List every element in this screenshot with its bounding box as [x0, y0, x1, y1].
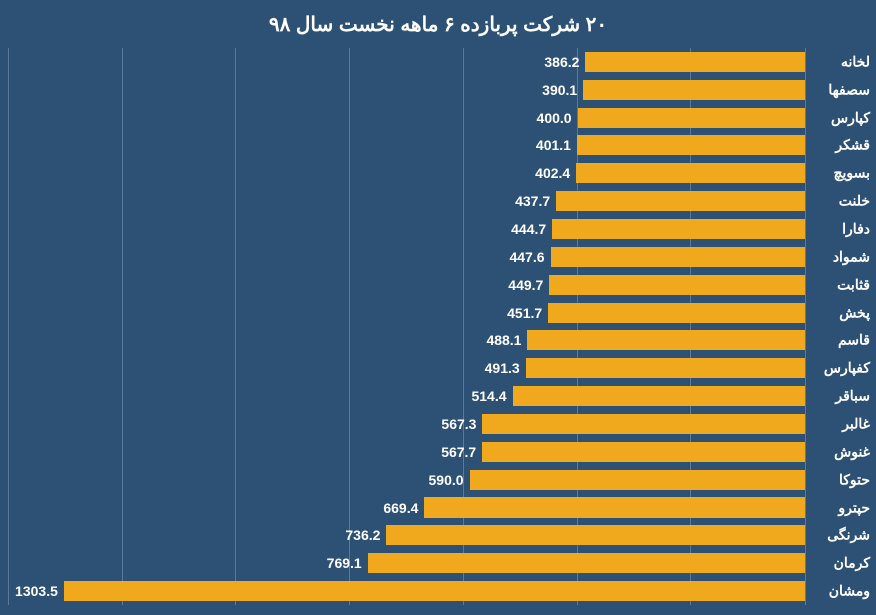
bar-value-label: 444.7	[511, 221, 546, 237]
bar	[576, 163, 805, 183]
bar-value-label: 736.2	[345, 527, 380, 543]
y-axis-label: قثابت	[837, 276, 870, 293]
bar-value-label: 451.7	[507, 305, 542, 321]
bar-value-label: 390.1	[542, 82, 577, 98]
y-axis-label: شمواد	[833, 248, 870, 265]
bar	[424, 497, 805, 517]
bar	[482, 414, 805, 434]
bar	[470, 470, 805, 490]
bar	[583, 80, 805, 100]
bar	[552, 219, 805, 239]
bar	[482, 442, 805, 462]
bar-value-label: 402.4	[535, 165, 570, 181]
bar-value-label: 1303.5	[15, 583, 58, 599]
bar-value-label: 491.3	[485, 360, 520, 376]
bar-value-label: 449.7	[508, 277, 543, 293]
y-axis-label: پخش	[839, 304, 870, 321]
bar-value-label: 567.7	[441, 444, 476, 460]
y-axis-label: غالبر	[842, 415, 870, 432]
y-axis-label: کفپارس	[824, 360, 870, 377]
y-axis-label: سباقر	[835, 388, 870, 405]
bar-value-label: 669.4	[383, 500, 418, 516]
bar-value-label: 400.0	[537, 110, 572, 126]
bar	[551, 247, 805, 267]
y-axis-labels: لخانه سصفها کپارس قشکر بسویچ خلنت دفارا شمواد قث…	[812, 48, 876, 605]
bar	[585, 52, 805, 72]
bar-value-label: 488.1	[486, 332, 521, 348]
y-axis-label: حپترو	[838, 499, 870, 516]
bar	[578, 108, 805, 128]
bar-value-label: 437.7	[515, 193, 550, 209]
y-axis-label: کپارس	[831, 109, 870, 126]
bar	[513, 386, 805, 406]
y-axis-label: خلنت	[839, 193, 870, 210]
y-axis-label: کرمان	[834, 555, 870, 572]
chart-title: ۲۰ شرکت پربازده ۶ ماهه نخست سال ۹۸	[0, 0, 876, 45]
bar-value-label: 386.2	[544, 54, 579, 70]
bar-value-label: 447.6	[509, 249, 544, 265]
gridline	[8, 48, 9, 605]
y-axis-label: بسویچ	[833, 165, 870, 182]
chart-container: ۲۰ شرکت پربازده ۶ ماهه نخست سال ۹۸ لخانه…	[0, 0, 876, 615]
y-axis-label: حتوکا	[839, 471, 870, 488]
bar	[548, 303, 805, 323]
bars-group: 386.2 390.1 400.0 401.1 402.4 437.7 444.7 447.6…	[10, 48, 805, 605]
y-axis-label: شرنگی	[827, 527, 870, 544]
bar	[368, 553, 805, 573]
y-axis-label: قاسم	[838, 332, 870, 349]
bar	[577, 135, 805, 155]
y-axis-label: غنوش	[834, 443, 870, 460]
y-axis-label: قشکر	[835, 137, 870, 154]
bar-value-label: 590.0	[429, 472, 464, 488]
bar	[527, 330, 805, 350]
plot-area: 386.2 390.1 400.0 401.1 402.4 437.7 444.7 447.6…	[10, 48, 806, 605]
y-axis-label: دفارا	[842, 221, 870, 238]
y-axis-label: ومشان	[829, 583, 870, 600]
bar-value-label: 769.1	[327, 555, 362, 571]
bar	[526, 358, 805, 378]
bar-value-label: 514.4	[471, 388, 506, 404]
y-axis-label: لخانه	[841, 53, 870, 70]
bar	[556, 191, 805, 211]
y-axis-label: سصفها	[828, 81, 870, 98]
bar-value-label: 401.1	[536, 137, 571, 153]
bar-value-label: 567.3	[441, 416, 476, 432]
bar	[64, 581, 805, 601]
bar	[386, 525, 805, 545]
bar	[549, 275, 805, 295]
